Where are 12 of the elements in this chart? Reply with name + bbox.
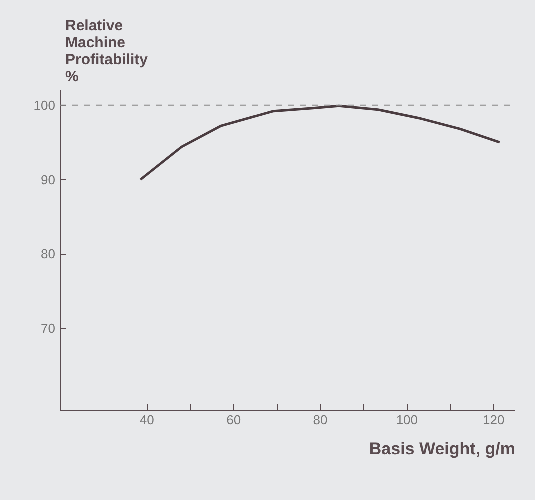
x-axis-title: Basis Weight, g/m	[369, 440, 516, 458]
x-tick-label: 80	[313, 412, 328, 428]
y-tick-label: 70	[41, 321, 56, 336]
y-axis-title: Relative Machine Profitability %	[66, 18, 149, 86]
line-series	[139, 104, 502, 182]
x-tick-label: 120	[482, 412, 505, 428]
x-tick-label: 60	[226, 412, 242, 428]
x-tick-label: 100	[396, 412, 418, 428]
y-tick-label: 80	[41, 246, 56, 262]
y-tick-label: 100	[34, 98, 56, 113]
y-tick-label: 90	[41, 172, 56, 188]
x-tick-label: 40	[140, 412, 154, 428]
